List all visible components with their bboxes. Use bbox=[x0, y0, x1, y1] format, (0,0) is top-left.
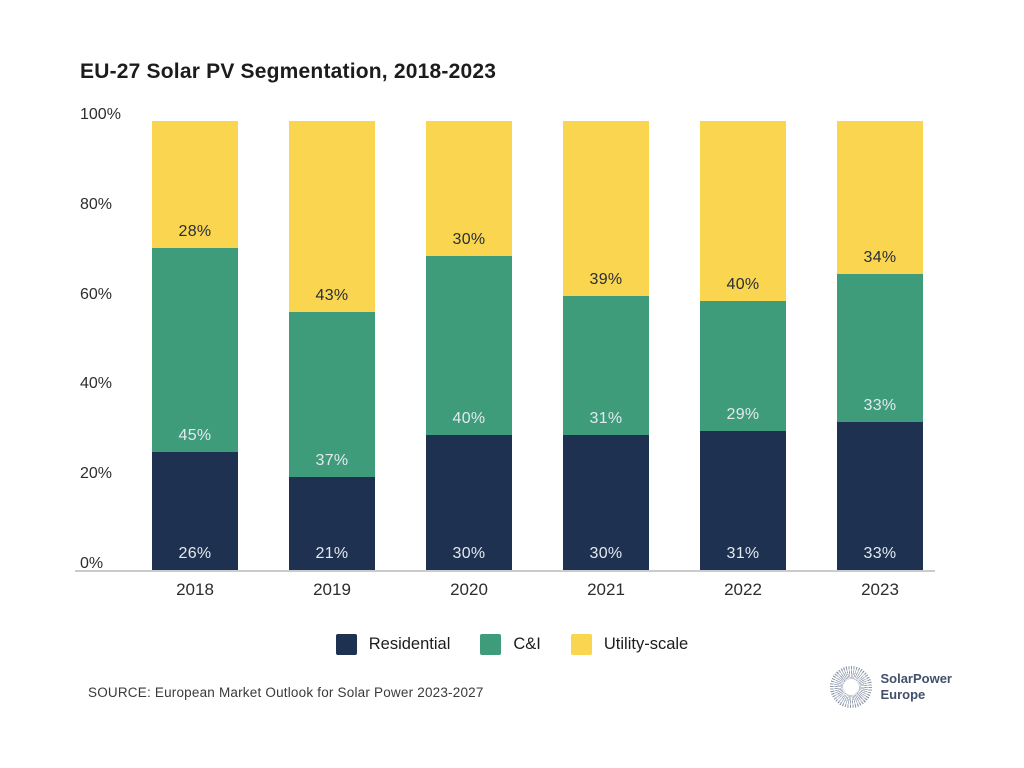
segment-value-label: 31% bbox=[726, 544, 760, 562]
y-tick-label-40: 40% bbox=[80, 375, 113, 393]
segment-utility-scale-2020: 30% bbox=[426, 121, 512, 256]
segment-value-label: 30% bbox=[452, 544, 486, 562]
segment-residential-2018: 26% bbox=[152, 452, 238, 570]
segment-value-label: 45% bbox=[178, 427, 212, 445]
segment-value-label: 33% bbox=[863, 396, 897, 414]
segment-value-label: 33% bbox=[863, 544, 897, 562]
segment-utility-scale-2019: 43% bbox=[289, 121, 375, 313]
chart-title: EU-27 Solar PV Segmentation, 2018-2023 bbox=[80, 60, 497, 83]
bar-2021: 39% 31% 30% bbox=[563, 121, 649, 570]
bar-2022: 40% 29% 31% bbox=[700, 121, 786, 570]
x-axis-labels: 2018 2019 2020 2021 2022 2023 bbox=[152, 580, 923, 600]
y-tick-label-60: 60% bbox=[80, 285, 113, 303]
segment-utility-scale-2023: 34% bbox=[837, 121, 923, 274]
segment-value-label: 43% bbox=[315, 287, 349, 305]
segment-residential-2022: 31% bbox=[700, 430, 786, 570]
segment-residential-2020: 30% bbox=[426, 435, 512, 570]
y-tick-label-80: 80% bbox=[80, 195, 113, 213]
segment-utility-scale-2022: 40% bbox=[700, 121, 786, 301]
y-tick-label-20: 20% bbox=[80, 465, 113, 483]
segment-value-label: 34% bbox=[863, 248, 897, 266]
legend-swatch-icon bbox=[335, 634, 357, 655]
segment-c-i-2018: 45% bbox=[152, 247, 238, 453]
segment-value-label: 40% bbox=[452, 410, 486, 428]
bar-2023: 34% 33% 33% bbox=[837, 121, 923, 570]
segment-residential-2023: 33% bbox=[837, 421, 923, 570]
bar-2020: 30% 40% 30% bbox=[426, 121, 512, 570]
segment-value-label: 21% bbox=[315, 544, 349, 562]
legend-item-utility-scale: Utility-scale bbox=[570, 634, 689, 655]
segment-utility-scale-2021: 39% bbox=[563, 121, 649, 297]
y-tick-label-100: 100% bbox=[80, 106, 121, 123]
segment-c-i-2021: 31% bbox=[563, 296, 649, 436]
bar-2019: 43% 37% 21% bbox=[289, 121, 375, 570]
bar-2018: 28% 45% 26% bbox=[152, 121, 238, 570]
segment-c-i-2020: 40% bbox=[426, 255, 512, 436]
legend-swatch-icon bbox=[480, 634, 502, 655]
segment-value-label: 29% bbox=[726, 405, 760, 423]
segment-utility-scale-2018: 28% bbox=[152, 121, 238, 248]
legend-label: Residential bbox=[368, 635, 451, 653]
segment-c-i-2022: 29% bbox=[700, 300, 786, 431]
segment-value-label: 28% bbox=[178, 222, 212, 240]
legend-item-c-i: C&I bbox=[480, 634, 541, 655]
x-label-2021: 2021 bbox=[587, 580, 625, 599]
segment-value-label: 37% bbox=[315, 451, 349, 469]
x-label-2023: 2023 bbox=[861, 580, 899, 599]
segment-value-label: 40% bbox=[726, 275, 760, 293]
bar-group: 28% 45% 26% 43% 37% 21% 30% 40% 30% 39% 31% 30% 40% 2… bbox=[152, 121, 923, 570]
source-citation: SOURCE: European Market Outlook for Sola… bbox=[88, 685, 484, 700]
segment-value-label: 31% bbox=[589, 410, 623, 428]
y-axis: 0% 20% 40% 60% 80% 100% bbox=[80, 106, 140, 572]
x-label-2022: 2022 bbox=[724, 580, 762, 599]
y-tick-label-0: 0% bbox=[80, 555, 104, 572]
solarpower-europe-logo: SolarPower Europe bbox=[830, 666, 952, 708]
logo-text-line1: SolarPower bbox=[880, 671, 952, 687]
segment-value-label: 30% bbox=[452, 230, 486, 248]
x-label-2020: 2020 bbox=[450, 580, 488, 599]
segment-residential-2019: 21% bbox=[289, 476, 375, 570]
x-axis-line bbox=[75, 570, 935, 572]
segment-residential-2021: 30% bbox=[563, 435, 649, 570]
logo-text-line2: Europe bbox=[880, 687, 926, 702]
segment-value-label: 39% bbox=[589, 271, 623, 289]
x-label-2019: 2019 bbox=[313, 580, 351, 599]
legend-label: Utility-scale bbox=[603, 635, 689, 653]
segment-c-i-2023: 33% bbox=[837, 273, 923, 422]
x-label-2018: 2018 bbox=[176, 580, 214, 599]
segment-value-label: 26% bbox=[178, 544, 212, 562]
logo-text: SolarPower Europe bbox=[880, 671, 952, 702]
segment-value-label: 30% bbox=[589, 544, 623, 562]
segment-c-i-2019: 37% bbox=[289, 312, 375, 477]
chart-legend: Residential C&I Utility-scale bbox=[0, 634, 1024, 655]
legend-swatch-icon bbox=[570, 634, 592, 655]
legend-label: C&I bbox=[513, 635, 541, 653]
sunburst-logo-icon bbox=[830, 666, 873, 708]
legend-item-residential: Residential bbox=[335, 634, 451, 655]
